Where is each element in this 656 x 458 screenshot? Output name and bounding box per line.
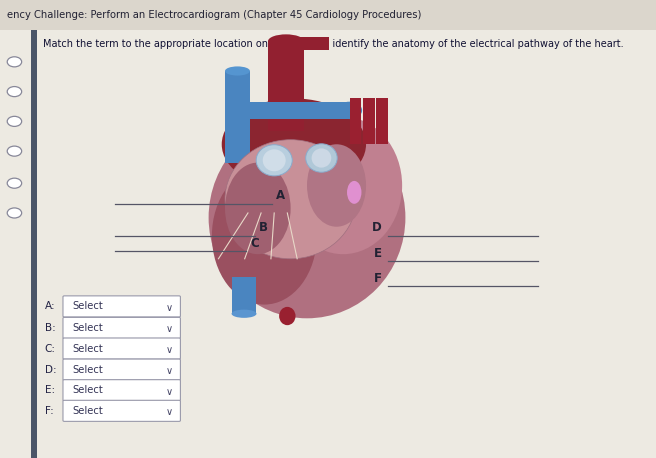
Ellipse shape xyxy=(225,163,291,254)
Bar xyxy=(232,277,256,314)
Bar xyxy=(286,37,329,50)
Text: Select: Select xyxy=(72,301,103,311)
FancyBboxPatch shape xyxy=(63,338,180,359)
Ellipse shape xyxy=(225,66,250,76)
Text: Select: Select xyxy=(72,385,103,395)
Text: F:: F: xyxy=(45,406,53,416)
Bar xyxy=(376,98,388,144)
Bar xyxy=(236,102,348,119)
Text: B: B xyxy=(258,222,268,234)
Text: ∨: ∨ xyxy=(166,303,173,313)
Ellipse shape xyxy=(347,181,361,204)
Ellipse shape xyxy=(307,144,366,227)
FancyBboxPatch shape xyxy=(63,400,180,421)
Bar xyxy=(0,0,656,30)
Text: E: E xyxy=(374,247,382,260)
Ellipse shape xyxy=(225,140,356,259)
Circle shape xyxy=(7,57,22,67)
Text: Select: Select xyxy=(72,323,103,333)
Ellipse shape xyxy=(222,98,366,190)
Ellipse shape xyxy=(209,117,405,318)
Circle shape xyxy=(7,178,22,188)
Text: Select: Select xyxy=(72,365,103,375)
FancyBboxPatch shape xyxy=(63,380,180,401)
Ellipse shape xyxy=(279,307,295,325)
Bar xyxy=(363,98,375,144)
FancyArrowPatch shape xyxy=(352,188,356,193)
Circle shape xyxy=(7,116,22,126)
Ellipse shape xyxy=(256,145,293,176)
Ellipse shape xyxy=(212,167,317,305)
Text: Select: Select xyxy=(72,406,103,416)
Text: Match the term to the appropriate location on the heart to identify the anatomy : Match the term to the appropriate locati… xyxy=(43,38,623,49)
Text: A:: A: xyxy=(45,301,55,311)
FancyBboxPatch shape xyxy=(63,296,180,317)
Ellipse shape xyxy=(232,310,256,318)
Bar xyxy=(350,98,361,144)
Text: ency Challenge: Perform an Electrocardiogram (Chapter 45 Cardiology Procedures): ency Challenge: Perform an Electrocardio… xyxy=(7,10,421,20)
Ellipse shape xyxy=(312,148,331,168)
Ellipse shape xyxy=(306,144,337,172)
Circle shape xyxy=(7,87,22,97)
Text: ∨: ∨ xyxy=(166,407,173,417)
Text: D: D xyxy=(372,222,382,234)
Ellipse shape xyxy=(337,102,362,119)
Ellipse shape xyxy=(262,149,286,171)
Text: Select: Select xyxy=(72,344,103,354)
Text: B:: B: xyxy=(45,323,55,333)
Text: F: F xyxy=(374,272,382,285)
Ellipse shape xyxy=(268,34,304,48)
Text: ∨: ∨ xyxy=(166,387,173,397)
FancyBboxPatch shape xyxy=(63,317,180,338)
Text: A: A xyxy=(276,190,285,202)
Text: ∨: ∨ xyxy=(166,366,173,376)
FancyBboxPatch shape xyxy=(63,359,180,380)
Bar xyxy=(225,71,250,163)
Text: C:: C: xyxy=(45,344,56,354)
Bar xyxy=(268,41,304,131)
Bar xyxy=(31,30,37,458)
Text: E:: E: xyxy=(45,385,54,395)
Text: ∨: ∨ xyxy=(166,345,173,355)
Text: C: C xyxy=(250,237,258,250)
Circle shape xyxy=(7,208,22,218)
Text: D:: D: xyxy=(45,365,56,375)
Ellipse shape xyxy=(284,117,402,254)
Circle shape xyxy=(7,146,22,156)
Text: ∨: ∨ xyxy=(166,324,173,334)
